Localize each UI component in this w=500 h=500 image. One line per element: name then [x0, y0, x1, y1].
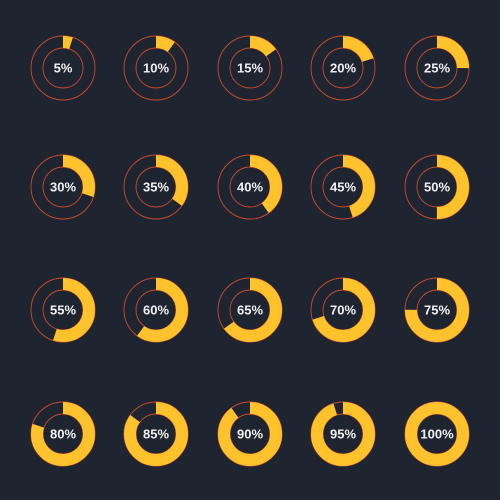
- gauge: 10%: [123, 35, 189, 101]
- gauge-label: 90%: [237, 427, 263, 442]
- gauge-label: 5%: [54, 61, 73, 76]
- gauge-fill-arc: [218, 402, 282, 466]
- gauge-label: 85%: [143, 427, 169, 442]
- gauge-fill-arc: [311, 36, 375, 100]
- gauge: 60%: [123, 277, 189, 343]
- gauge: 75%: [404, 277, 470, 343]
- gauge: 5%: [30, 35, 96, 101]
- gauge: 30%: [30, 154, 96, 220]
- gauge-label: 15%: [237, 61, 263, 76]
- gauge-label: 55%: [50, 303, 76, 318]
- gauge: 85%: [123, 401, 189, 467]
- gauge-fill-arc: [405, 36, 469, 100]
- gauge-label: 80%: [50, 427, 76, 442]
- gauge-label: 95%: [330, 427, 356, 442]
- gauge-label: 25%: [424, 61, 450, 76]
- gauge-fill-arc: [31, 402, 95, 466]
- gauge-fill-arc: [311, 402, 375, 466]
- gauge: 40%: [217, 154, 283, 220]
- gauge-label: 60%: [143, 303, 169, 318]
- gauge: 80%: [30, 401, 96, 467]
- gauge: 35%: [123, 154, 189, 220]
- gauge-label: 30%: [50, 180, 76, 195]
- gauge: 55%: [30, 277, 96, 343]
- gauge-label: 10%: [143, 61, 169, 76]
- gauge: 50%: [404, 154, 470, 220]
- gauge-label: 40%: [237, 180, 263, 195]
- gauge-label: 100%: [420, 427, 454, 442]
- gauge-fill-arc: [218, 278, 282, 342]
- gauge: 20%: [310, 35, 376, 101]
- gauge-label: 45%: [330, 180, 356, 195]
- gauge-fill-arc: [124, 36, 188, 100]
- gauge-fill-arc: [31, 155, 95, 219]
- gauge-label: 20%: [330, 61, 356, 76]
- gauge-fill-arc: [311, 155, 375, 219]
- gauge: 45%: [310, 154, 376, 220]
- gauge: 65%: [217, 277, 283, 343]
- gauge-fill-arc: [405, 155, 469, 219]
- gauge-label: 35%: [143, 180, 169, 195]
- gauge: 15%: [217, 35, 283, 101]
- gauge-label: 50%: [424, 180, 450, 195]
- gauge-fill-arc: [405, 402, 469, 466]
- gauge: 25%: [404, 35, 470, 101]
- gauge: 70%: [310, 277, 376, 343]
- gauge-fill-arc: [31, 278, 95, 342]
- gauge-label: 70%: [330, 303, 356, 318]
- gauge-label: 75%: [424, 303, 450, 318]
- gauge-fill-arc: [405, 278, 469, 342]
- gauge-fill-arc: [124, 402, 188, 466]
- gauge-fill-arc: [31, 36, 95, 100]
- gauge-fill-arc: [311, 278, 375, 342]
- gauge-fill-arc: [124, 278, 188, 342]
- gauge: 95%: [310, 401, 376, 467]
- gauge-fill-arc: [218, 155, 282, 219]
- gauge: 100%: [404, 401, 470, 467]
- gauge-fill-arc: [218, 36, 282, 100]
- gauge-label: 65%: [237, 303, 263, 318]
- gauge-fill-arc: [124, 155, 188, 219]
- gauge: 90%: [217, 401, 283, 467]
